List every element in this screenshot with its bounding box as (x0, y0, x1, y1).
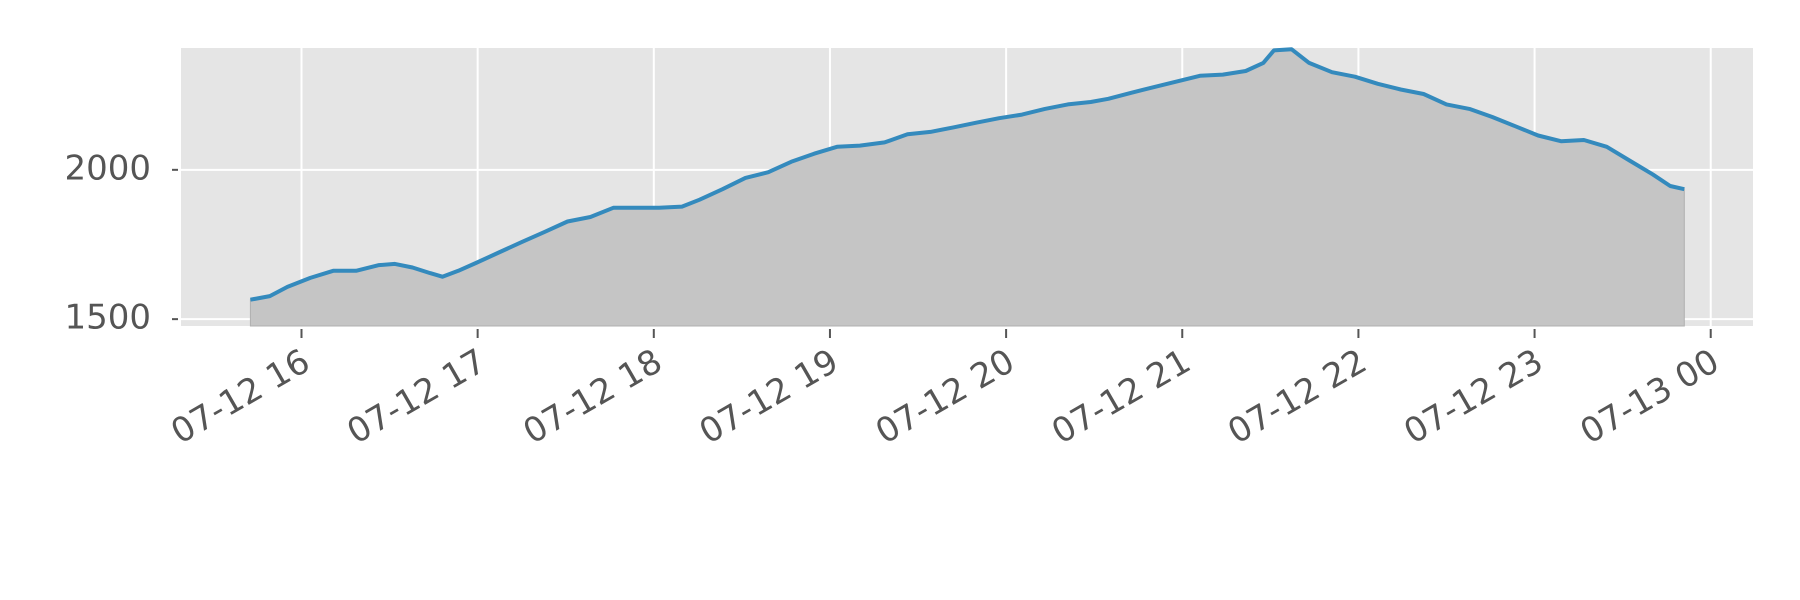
x-tick-label: 07-12 22 (1221, 341, 1373, 452)
x-tick-label: 07-12 17 (341, 341, 493, 452)
y-tick-label: 1500 (64, 298, 151, 338)
line (250, 47, 1685, 302)
x-tick-label: 07-12 19 (693, 341, 845, 452)
x-tick-label: 07-12 21 (1045, 341, 1197, 452)
x-tick-label: 07-12 20 (869, 341, 1021, 452)
x-tick-label: 07-13 00 (1574, 341, 1726, 452)
x-tick-label: 07-12 16 (164, 341, 316, 452)
x-tick-label: 07-12 23 (1397, 341, 1549, 452)
y-tick-label: 2000 (64, 148, 151, 188)
x-tick-label: 07-12 18 (517, 341, 669, 452)
